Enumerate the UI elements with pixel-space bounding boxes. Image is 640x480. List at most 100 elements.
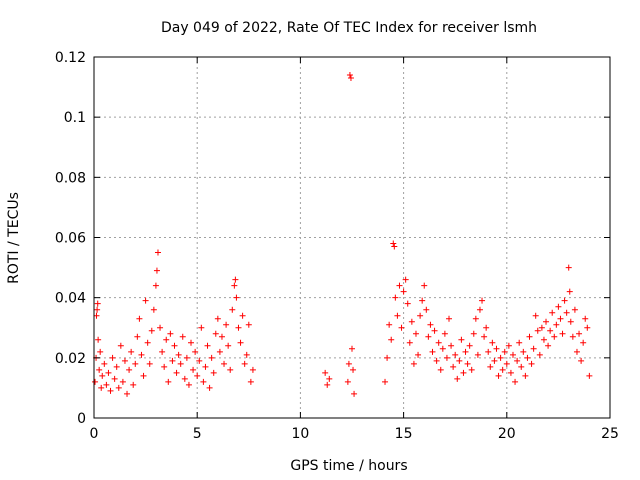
data-point <box>128 348 135 355</box>
data-point <box>553 321 560 328</box>
data-point <box>503 360 510 367</box>
data-point <box>167 330 174 337</box>
data-point <box>138 351 145 358</box>
data-point <box>227 366 234 373</box>
data-point <box>196 357 203 364</box>
data-point <box>481 333 488 340</box>
y-tick-label: 0 <box>77 411 86 427</box>
data-point <box>497 354 504 361</box>
data-point <box>185 381 192 388</box>
x-axis-label: GPS time / hours <box>290 458 407 474</box>
data-point <box>460 369 467 376</box>
data-point <box>524 354 531 361</box>
data-point <box>384 354 391 361</box>
data-point <box>406 339 413 346</box>
data-point <box>204 342 211 349</box>
data-point <box>351 390 358 397</box>
data-point <box>571 306 578 313</box>
data-point <box>443 354 450 361</box>
data-point <box>181 375 188 382</box>
data-point <box>410 360 417 367</box>
data-point <box>92 378 99 385</box>
data-point <box>516 339 523 346</box>
data-point <box>105 369 112 376</box>
data-point <box>522 372 529 379</box>
data-point <box>233 294 240 301</box>
data-point <box>561 297 568 304</box>
data-point <box>563 309 570 316</box>
data-point <box>567 318 574 325</box>
data-point <box>237 339 244 346</box>
data-point <box>350 366 357 373</box>
data-point <box>470 330 477 337</box>
data-point <box>507 369 514 376</box>
data-point <box>134 333 141 340</box>
x-ticks: 0 5 10 15 20 25 <box>90 57 619 442</box>
data-point <box>392 294 399 301</box>
data-point <box>194 372 201 379</box>
data-point <box>419 297 426 304</box>
data-point <box>119 378 126 385</box>
data-point <box>476 306 483 313</box>
data-point <box>462 348 469 355</box>
data-point <box>126 366 133 373</box>
data-point <box>536 351 543 358</box>
data-point <box>566 288 573 295</box>
data-point <box>390 240 397 247</box>
data-point <box>324 381 331 388</box>
data-point <box>107 387 114 394</box>
data-point <box>382 378 389 385</box>
data-point <box>505 342 512 349</box>
data-point <box>433 357 440 364</box>
data-point <box>245 321 252 328</box>
data-point <box>210 369 217 376</box>
data-point <box>171 342 178 349</box>
data-point <box>208 354 215 361</box>
data-point <box>200 378 207 385</box>
data-point <box>421 282 428 289</box>
data-point <box>111 375 118 382</box>
data-point <box>344 378 351 385</box>
data-point <box>573 348 580 355</box>
data-point <box>150 306 157 313</box>
data-point <box>446 315 453 322</box>
data-point <box>468 366 475 373</box>
data-point <box>435 339 442 346</box>
data-point <box>549 309 556 316</box>
data-point <box>540 336 547 343</box>
y-tick-label: 0.08 <box>55 170 86 186</box>
data-point <box>450 363 457 370</box>
data-point <box>402 276 409 283</box>
data-point <box>569 333 576 340</box>
data-point <box>551 333 558 340</box>
data-point <box>140 372 147 379</box>
data-point <box>218 333 225 340</box>
x-tick-label: 5 <box>193 426 202 442</box>
data-point <box>183 354 190 361</box>
data-point <box>153 267 160 274</box>
data-point <box>526 333 533 340</box>
data-point <box>543 318 550 325</box>
data-point <box>398 324 405 331</box>
data-point <box>113 363 120 370</box>
data-point <box>152 282 159 289</box>
data-points <box>92 72 593 397</box>
data-point <box>448 342 455 349</box>
data-point <box>177 360 184 367</box>
data-point <box>458 336 465 343</box>
data-point <box>437 366 444 373</box>
data-point <box>431 327 438 334</box>
data-point <box>425 333 432 340</box>
data-point <box>163 336 170 343</box>
data-point <box>518 363 525 370</box>
data-point <box>247 378 254 385</box>
data-point <box>582 315 589 322</box>
data-point <box>439 345 446 352</box>
data-point <box>396 282 403 289</box>
data-point <box>466 342 473 349</box>
data-point <box>474 351 481 358</box>
data-point <box>499 366 506 373</box>
data-point <box>206 384 213 391</box>
data-point <box>452 351 459 358</box>
x-tick-label: 10 <box>291 426 309 442</box>
